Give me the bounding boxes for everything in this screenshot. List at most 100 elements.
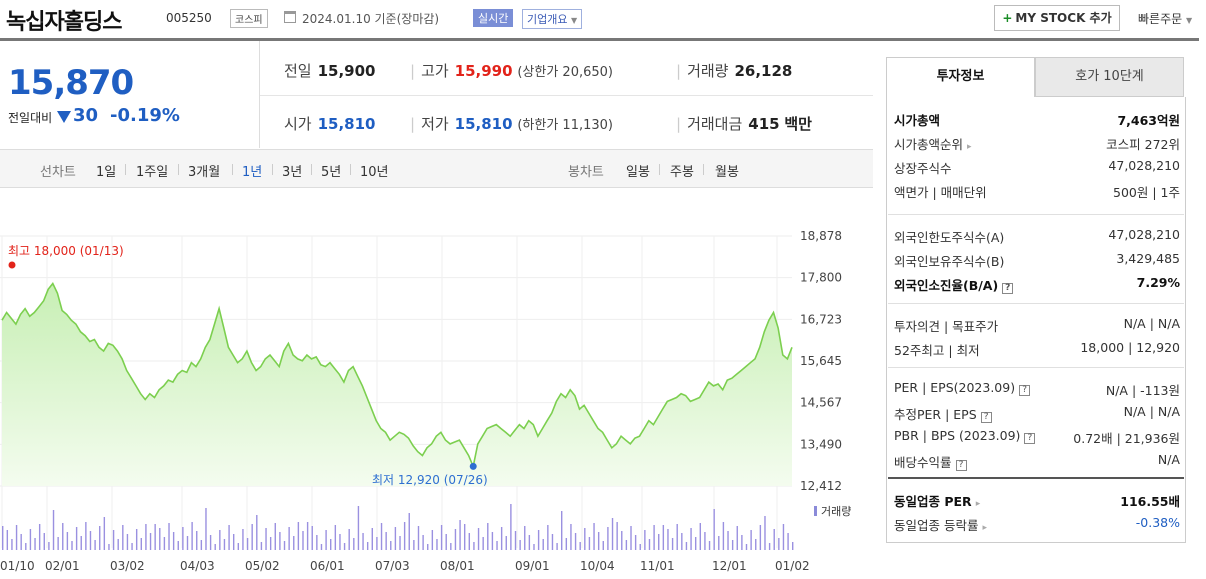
volume-bar (52, 510, 55, 550)
info-row-label-text: PBR | BPS (2023.09) (894, 428, 1021, 443)
info-row-label-text: 외국인한도주식수(A) (894, 230, 1005, 245)
quote-high: | 고가 15,990 (상한가 20,650) (410, 62, 613, 80)
volume-bar (149, 533, 152, 550)
volume-bar (745, 544, 748, 550)
info-row-label: PER | EPS(2023.09)? (894, 380, 1031, 396)
volume-bar (43, 533, 45, 550)
help-icon[interactable]: ? (955, 460, 967, 471)
volume-bar (205, 508, 207, 550)
help-icon[interactable]: ? (1019, 385, 1031, 396)
chevron-right-icon[interactable]: ▸ (975, 499, 981, 509)
chevron-right-icon[interactable]: ▸ (967, 142, 972, 152)
volume-bar (182, 527, 184, 550)
volume-bar (792, 542, 794, 550)
volume-bar (48, 542, 50, 550)
volume-bar (768, 543, 771, 550)
tab-investment-info[interactable]: 투자정보 (886, 57, 1035, 97)
volume-bar (103, 517, 106, 550)
volume-bar (15, 525, 18, 550)
add-mystock-label: MY STOCK 추가 (1015, 11, 1112, 25)
volume-bar (112, 530, 115, 550)
volume-bar (427, 544, 429, 550)
y-tick-label: 18,878 (800, 229, 842, 243)
volume-bar (122, 525, 124, 550)
volume-bar (750, 530, 752, 550)
volume-bar (223, 539, 226, 550)
info-row-value: 7.29% (1136, 275, 1180, 290)
info-row-label: 추정PER | EPS? (894, 404, 992, 423)
volume-bar (551, 534, 554, 550)
realtime-badge[interactable]: 실시간 (473, 9, 514, 27)
info-row-label: 외국인소진율(B/A)? (894, 275, 1014, 294)
candle-weekly[interactable]: 주봉 (670, 165, 694, 180)
info-row-value: N/A | -113원 (1105, 383, 1180, 398)
stock-code: 005250 (166, 11, 212, 25)
x-tick-label: 02/01 (45, 559, 80, 573)
price-chart[interactable]: 18,878 17,800 16,723 15,645 14,567 13,490 12,4… (0, 188, 873, 579)
info-row-value: 코스피 272위 (1106, 137, 1180, 152)
y-tick-label: 17,800 (800, 271, 842, 285)
info-row: PBR | BPS (2023.09)? 0.72배 | 21,936원 (894, 425, 1180, 447)
corp-info-dropdown[interactable]: 기업개요 ▼ (522, 9, 583, 29)
volume-bar (219, 530, 221, 550)
quote-high-value: 15,990 (454, 62, 513, 80)
volume-bar (787, 533, 789, 550)
period-3y[interactable]: 3년 (282, 165, 303, 180)
volume-bar (135, 529, 138, 550)
help-icon[interactable]: ? (980, 412, 992, 423)
help-icon[interactable]: ? (1002, 283, 1014, 294)
volume-bar (385, 532, 387, 550)
quote-volume-value: 26,128 (734, 62, 793, 80)
quick-order-dropdown[interactable]: 빠른주문 ▼ (1138, 10, 1192, 27)
quote-high-label: 고가 (421, 62, 449, 80)
period-1w[interactable]: 1주일 (136, 165, 169, 180)
info-row-label-text: 52주최고 | 최저 (894, 343, 980, 358)
info-row-label-text: 동일업종 PER (894, 494, 972, 509)
quote-volume-label: 거래량 (687, 62, 729, 80)
volume-bar (625, 540, 628, 550)
high-label: 최고 18,000 (01/13) (8, 244, 124, 258)
volume-bar (99, 526, 101, 550)
volume-bar (256, 515, 258, 550)
period-10y[interactable]: 10년 (360, 165, 389, 180)
high-marker (8, 261, 16, 269)
market-badge: 코스피 (230, 9, 268, 28)
period-1y[interactable]: 1년 (242, 165, 263, 180)
volume-bar (690, 528, 692, 550)
quote-divider (260, 95, 873, 96)
candle-monthly[interactable]: 월봉 (715, 165, 739, 180)
volume-bar (574, 533, 577, 550)
candle-daily[interactable]: 일봉 (626, 165, 650, 180)
volume-bar (279, 532, 281, 550)
volume-bar (366, 542, 369, 550)
period-3m[interactable]: 3개월 (188, 165, 221, 180)
info-row: 외국인보유주식수(B) 3,429,485 (894, 248, 1180, 270)
info-row-label: 동일업종 PER ▸ (894, 491, 980, 510)
volume-bar (80, 536, 82, 550)
volume-bar (653, 525, 655, 550)
chevron-right-icon[interactable]: ▸ (982, 523, 988, 533)
info-row-label: 시가총액순위 ▸ (894, 134, 972, 153)
period-1d[interactable]: 1일 (96, 165, 117, 180)
volume-bar (676, 524, 678, 550)
volume-bar (140, 538, 142, 550)
help-icon[interactable]: ? (1024, 433, 1036, 444)
volume-bar (621, 531, 623, 550)
volume-bar (445, 534, 447, 550)
volume-bar (671, 538, 674, 550)
add-mystock-button[interactable]: + MY STOCK 추가 (994, 5, 1120, 31)
volume-bar (408, 513, 410, 550)
period-5y[interactable]: 5년 (321, 165, 342, 180)
volume-bar (519, 540, 521, 550)
volume-bar (20, 534, 22, 550)
volume-bar (477, 528, 480, 550)
tab-orderbook-10[interactable]: 호가 10단계 (1035, 57, 1184, 97)
volume-bar (343, 543, 346, 550)
volume-bar (681, 533, 683, 550)
volume-bar (380, 523, 383, 550)
plus-icon: + (1002, 11, 1013, 25)
volume-bar (274, 523, 276, 550)
volume-bar (283, 541, 286, 550)
low-label: 최저 12,920 (07/26) (372, 473, 488, 487)
volume-bar (611, 518, 614, 550)
